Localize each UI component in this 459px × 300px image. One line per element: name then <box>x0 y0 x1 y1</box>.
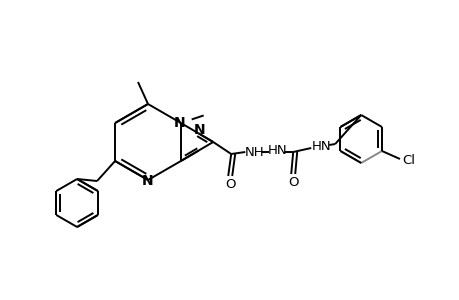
Text: HN: HN <box>267 143 286 157</box>
Text: HN: HN <box>311 140 330 152</box>
Text: N: N <box>193 124 205 137</box>
Text: O: O <box>287 176 298 188</box>
Text: Cl: Cl <box>402 154 414 166</box>
Text: N: N <box>174 116 185 130</box>
Text: NH: NH <box>244 146 263 158</box>
Text: N: N <box>142 174 153 188</box>
Text: O: O <box>224 178 235 190</box>
